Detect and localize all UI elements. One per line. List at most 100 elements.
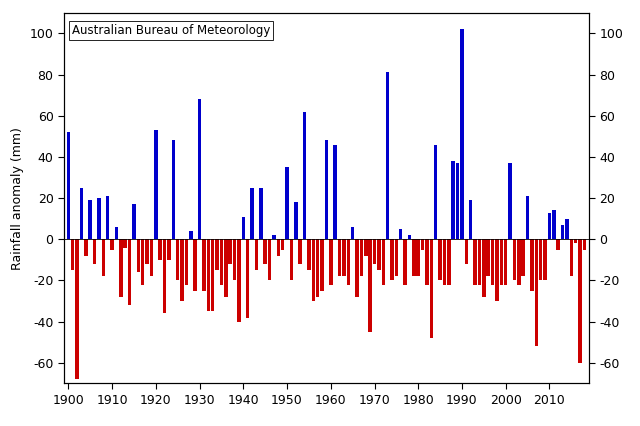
Bar: [390, 239, 394, 280]
Bar: [513, 239, 516, 280]
Bar: [80, 188, 83, 239]
Bar: [202, 239, 205, 291]
Bar: [106, 196, 109, 239]
Bar: [360, 239, 363, 276]
Bar: [534, 239, 538, 346]
Bar: [342, 239, 346, 276]
Bar: [364, 239, 367, 256]
Bar: [522, 239, 525, 276]
Bar: [246, 239, 250, 317]
Bar: [570, 239, 573, 276]
Bar: [215, 239, 219, 270]
Bar: [241, 216, 245, 239]
Bar: [451, 161, 455, 239]
Bar: [145, 239, 149, 264]
Bar: [102, 239, 105, 276]
Bar: [276, 239, 280, 256]
Bar: [417, 239, 420, 276]
Bar: [477, 239, 481, 285]
Bar: [574, 239, 577, 243]
Bar: [504, 239, 508, 285]
Bar: [329, 239, 333, 285]
Bar: [429, 239, 433, 338]
Bar: [543, 239, 547, 280]
Bar: [250, 188, 254, 239]
Bar: [486, 239, 490, 276]
Bar: [281, 239, 284, 250]
Bar: [180, 239, 184, 301]
Bar: [517, 239, 520, 285]
Bar: [582, 239, 586, 250]
Bar: [443, 239, 446, 285]
Bar: [185, 239, 188, 285]
Bar: [346, 239, 350, 285]
Bar: [369, 239, 372, 332]
Bar: [290, 239, 293, 280]
Bar: [579, 239, 582, 363]
Bar: [408, 235, 412, 239]
Bar: [189, 231, 193, 239]
Bar: [465, 239, 468, 264]
Bar: [495, 239, 499, 301]
Bar: [237, 239, 241, 322]
Bar: [539, 239, 543, 280]
Bar: [154, 130, 157, 239]
Bar: [163, 239, 166, 314]
Bar: [264, 239, 267, 264]
Bar: [150, 239, 153, 276]
Text: Australian Bureau of Meteorology: Australian Bureau of Meteorology: [72, 24, 270, 37]
Bar: [381, 239, 385, 285]
Bar: [233, 239, 236, 280]
Bar: [351, 227, 355, 239]
Bar: [474, 239, 477, 285]
Bar: [530, 239, 534, 291]
Bar: [255, 239, 258, 270]
Bar: [272, 235, 276, 239]
Bar: [84, 239, 88, 256]
Bar: [119, 239, 123, 297]
Bar: [316, 239, 319, 297]
Bar: [561, 225, 564, 239]
Bar: [93, 239, 97, 264]
Y-axis label: Rainfall anomaly (mm): Rainfall anomaly (mm): [11, 127, 24, 270]
Bar: [303, 112, 307, 239]
Bar: [333, 144, 337, 239]
Bar: [377, 239, 381, 270]
Bar: [421, 239, 424, 250]
Bar: [115, 227, 118, 239]
Bar: [141, 239, 145, 285]
Bar: [193, 239, 197, 291]
Bar: [386, 72, 389, 239]
Bar: [399, 229, 403, 239]
Bar: [395, 239, 398, 276]
Bar: [97, 198, 100, 239]
Bar: [298, 239, 302, 264]
Bar: [556, 239, 560, 250]
Bar: [128, 239, 131, 305]
Bar: [320, 239, 324, 291]
Bar: [172, 141, 175, 239]
Bar: [491, 239, 494, 285]
Bar: [207, 239, 210, 311]
Bar: [220, 239, 223, 285]
Bar: [469, 200, 472, 239]
Bar: [167, 239, 171, 260]
Bar: [211, 239, 214, 311]
Bar: [259, 188, 262, 239]
Bar: [67, 132, 70, 239]
Bar: [338, 239, 341, 276]
Bar: [268, 239, 271, 280]
Bar: [224, 239, 228, 297]
Bar: [285, 167, 289, 239]
Bar: [198, 99, 202, 239]
Bar: [548, 213, 551, 239]
Bar: [460, 29, 464, 239]
Bar: [228, 239, 232, 264]
Bar: [500, 239, 503, 285]
Bar: [136, 239, 140, 272]
Bar: [372, 239, 376, 264]
Bar: [565, 219, 569, 239]
Bar: [434, 144, 438, 239]
Bar: [355, 239, 359, 297]
Bar: [526, 196, 529, 239]
